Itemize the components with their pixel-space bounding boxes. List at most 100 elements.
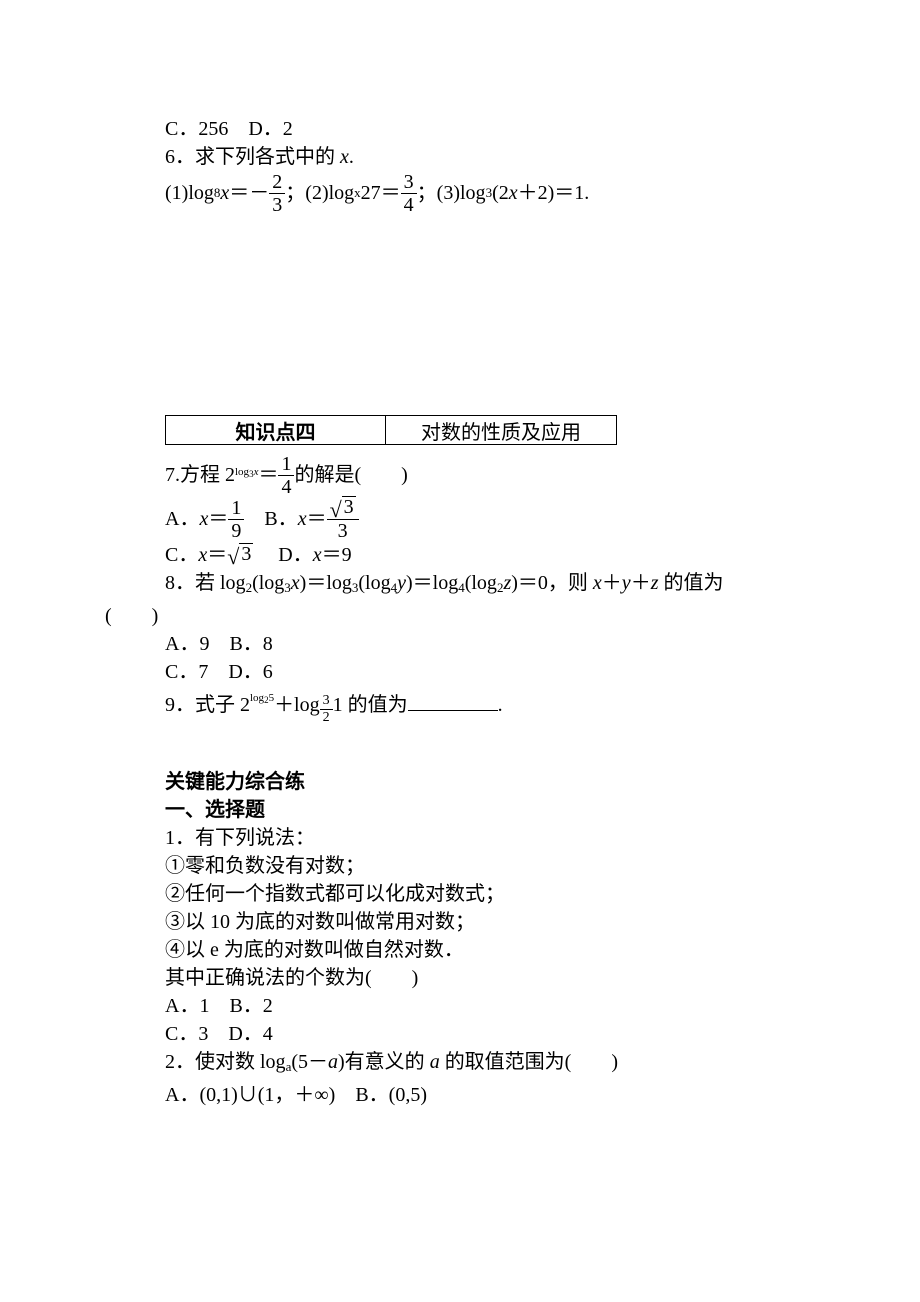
q7-num: 1 bbox=[278, 454, 294, 475]
spacer bbox=[105, 215, 815, 415]
q7-A-pre: A． bbox=[165, 505, 199, 533]
q6-p3c: (2 bbox=[492, 179, 509, 207]
q9-stem: 9．式子 2log25＋log321 的值为. bbox=[105, 686, 815, 724]
q6-p3d: ＋2)＝1. bbox=[518, 179, 590, 207]
q6-p1-den: 3 bbox=[269, 193, 285, 215]
q8-p1: ＋ bbox=[602, 572, 622, 594]
q6-p3x: x bbox=[509, 179, 518, 207]
section-title: 关键能力综合练 bbox=[105, 768, 815, 796]
q6-stem-text: 6．求下列各式中的 bbox=[165, 146, 340, 168]
q7-B-den: 3 bbox=[327, 519, 359, 541]
q7-A-den: 9 bbox=[228, 519, 244, 541]
q9-sub-num: 3 bbox=[320, 694, 333, 709]
q7-exp: log3x bbox=[235, 458, 258, 488]
q6-p2-frac: 34 bbox=[401, 172, 417, 215]
section-sub: 一、选择题 bbox=[105, 796, 815, 824]
q5-options-cd: C．256 D．2 bbox=[105, 115, 815, 143]
q7-B-rad: 3 bbox=[342, 496, 356, 517]
s2-q2-a3: a bbox=[430, 1051, 440, 1073]
q7-tail: 的解是( ) bbox=[294, 461, 407, 489]
s2-q2-A: A．(0,1)∪(1，＋∞) B．(0,5) bbox=[105, 1081, 815, 1109]
q6-p1-semi: ； bbox=[285, 179, 305, 207]
s2-q2-stem: 2．使对数 loga(5－a)有意义的 a 的取值范围为( ) bbox=[105, 1048, 815, 1081]
q6-p2-den: 4 bbox=[401, 193, 417, 215]
knowledge-box-row: 知识点四 对数的性质及应用 bbox=[105, 415, 815, 445]
q7-B-pre: B． bbox=[244, 505, 297, 533]
q6-p1-eq: ＝－ bbox=[229, 179, 269, 207]
q7-B-frac: √33 bbox=[327, 497, 359, 541]
q6-p2-num: 3 bbox=[401, 172, 417, 193]
q7-B-num: √3 bbox=[327, 497, 359, 519]
q7-den: 4 bbox=[278, 475, 294, 497]
q8-p2: ＋ bbox=[631, 572, 651, 594]
q7-B-eq: ＝ bbox=[307, 505, 327, 533]
s2-q1-cd: C．3 D．4 bbox=[105, 1020, 815, 1048]
q6-p3a: (3)log bbox=[437, 179, 486, 207]
q7-eq: ＝ bbox=[258, 461, 278, 489]
q8-cd: C．7 D．6 bbox=[105, 658, 815, 686]
q7-stem: 7.方程 2log3x＝14的解是( ) bbox=[105, 453, 815, 497]
q8-ty: y bbox=[622, 572, 631, 594]
q8-y: y bbox=[397, 572, 406, 594]
q7-D-pre: D． bbox=[258, 544, 312, 566]
q9-exp-log: log bbox=[250, 692, 264, 704]
kbox-right: 对数的性质及应用 bbox=[386, 416, 616, 444]
q7-D-x: x bbox=[313, 544, 322, 566]
s2-q1-ask: 其中正确说法的个数为( ) bbox=[105, 964, 815, 992]
s2-q1-stem: 1．有下列说法： bbox=[105, 824, 815, 852]
q6-p2-arg: 27＝ bbox=[361, 179, 401, 207]
s2-q2-a2: a bbox=[328, 1051, 338, 1073]
q7-A-x: x bbox=[199, 505, 208, 533]
q6-p2-semi: ； bbox=[417, 179, 437, 207]
q6-dot: . bbox=[349, 146, 354, 168]
q8-stem: 8．若 log2(log3x)＝log3(log4y)＝log4(log2z)＝… bbox=[105, 569, 815, 602]
q8-ab: A．9 B．8 bbox=[105, 630, 815, 658]
q8-a: 8．若 log bbox=[165, 572, 246, 594]
knowledge-box: 知识点四 对数的性质及应用 bbox=[165, 415, 617, 445]
q7-ab: A．x＝19 B．x＝√33 bbox=[105, 497, 815, 541]
fill-blank[interactable] bbox=[408, 691, 498, 711]
q8-lp3: (log bbox=[465, 572, 497, 594]
q6-stem: 6．求下列各式中的 x. bbox=[105, 143, 815, 171]
q6-p1-arg: x bbox=[220, 179, 229, 207]
s2-q2-post: )有意义的 bbox=[338, 1051, 430, 1073]
s2-q1-l1: ①零和负数没有对数； bbox=[105, 852, 815, 880]
s2-q2-pre: 2．使对数 log bbox=[165, 1051, 286, 1073]
q8-paren: ( ) bbox=[105, 602, 815, 630]
s2-q2-mid: (5－ bbox=[291, 1051, 328, 1073]
kbox-left: 知识点四 bbox=[166, 416, 386, 444]
q7-exp-log: log bbox=[235, 466, 249, 478]
q9-dot: . bbox=[498, 694, 503, 716]
q6-x: x bbox=[340, 146, 349, 168]
s2-q1-ab: A．1 B．2 bbox=[105, 992, 815, 1020]
page-content: C．256 D．2 6．求下列各式中的 x. (1)log8x＝－23； (2)… bbox=[105, 115, 815, 1109]
q7-C-sqrt: √3 bbox=[227, 541, 253, 569]
q7-frac: 14 bbox=[278, 454, 294, 497]
q9-sub-den: 2 bbox=[320, 709, 333, 725]
q8-lp2: (log bbox=[358, 572, 390, 594]
s2-q1-l4: ④以 e 为底的对数叫做自然对数． bbox=[105, 936, 815, 964]
q8-rp3: )＝0，则 bbox=[511, 572, 593, 594]
q7-A-num: 1 bbox=[228, 498, 244, 519]
q9-exp: log25 bbox=[250, 692, 274, 704]
q9-pre: 9．式子 2 bbox=[165, 694, 250, 716]
q7-cd: C．x＝√3 D．x＝9 bbox=[105, 541, 815, 569]
q6-parts: (1)log8x＝－23； (2)logx27＝34； (3)log3(2x＋2… bbox=[105, 171, 815, 215]
q7-C-x: x bbox=[198, 544, 207, 566]
q6-p2a: (2)log bbox=[305, 179, 354, 207]
q8-rp: )＝log bbox=[300, 572, 352, 594]
q9-logbase: 32 bbox=[320, 694, 333, 725]
q9-one: 1 的值为 bbox=[333, 694, 408, 716]
q8-tx: x bbox=[593, 572, 602, 594]
q9-plus: ＋log bbox=[274, 694, 320, 716]
s2-q1-l3: ③以 10 为底的对数叫做常用对数； bbox=[105, 908, 815, 936]
q8-x: x bbox=[291, 572, 300, 594]
q6-p1-num: 2 bbox=[269, 172, 285, 193]
q6-p1-frac: 23 bbox=[269, 172, 285, 215]
q7-C-pre: C． bbox=[165, 544, 198, 566]
q7-A-eq: ＝ bbox=[208, 505, 228, 533]
q7-A-frac: 19 bbox=[228, 498, 244, 541]
s2-q1-l2: ②任何一个指数式都可以化成对数式； bbox=[105, 880, 815, 908]
q8-rp2: )＝log bbox=[406, 572, 458, 594]
q9-exp-5: 5 bbox=[269, 692, 275, 704]
